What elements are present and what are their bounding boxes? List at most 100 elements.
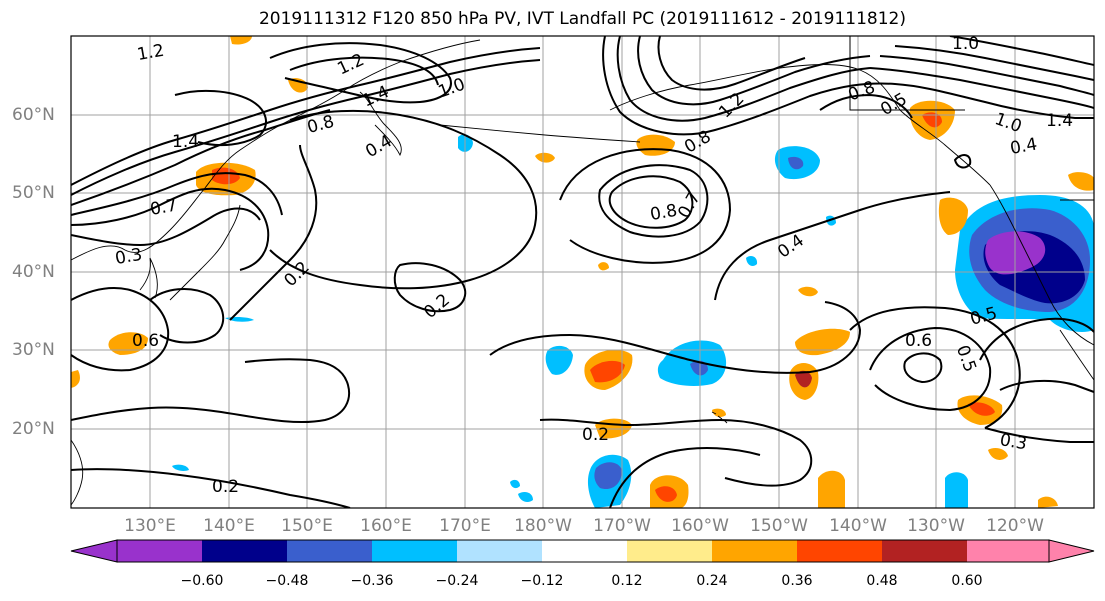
shaded-anomalies bbox=[71, 36, 1094, 508]
pv-contour bbox=[229, 144, 318, 321]
lon-label: 180°W bbox=[514, 516, 572, 536]
pv-contour bbox=[71, 109, 331, 206]
pv-contour bbox=[149, 288, 225, 344]
pv-contour bbox=[999, 379, 1094, 393]
map-plot-area: 1.2 1.2 1.4 1.0 0.8 0.4 1.4 0.7 0.3 0.6 … bbox=[71, 34, 1094, 508]
positive-anomaly-patch bbox=[988, 448, 1008, 460]
negative-anomaly-patch bbox=[510, 479, 520, 489]
lon-label: 170°E bbox=[439, 516, 491, 536]
contour-label: 0.2 bbox=[212, 477, 239, 497]
colorbar-bin bbox=[202, 540, 287, 562]
colorbar-bin bbox=[457, 540, 542, 562]
coastlines bbox=[71, 39, 1094, 506]
positive-anomaly-patch bbox=[1038, 496, 1058, 508]
contour-labels: 1.2 1.2 1.4 1.0 0.8 0.4 1.4 0.7 0.3 0.6 … bbox=[114, 34, 1073, 497]
pv-contour bbox=[489, 301, 862, 374]
lon-label: 120°W bbox=[986, 516, 1044, 536]
lon-label: 140°W bbox=[829, 516, 887, 536]
positive-anomaly-patch bbox=[71, 370, 80, 388]
pv-contour bbox=[71, 187, 270, 271]
contour-label: 0.3 bbox=[998, 430, 1028, 454]
colorbar-tick-label: 0.36 bbox=[781, 573, 813, 589]
positive-anomaly-patch bbox=[795, 328, 850, 356]
pv-contour bbox=[657, 36, 806, 91]
pv-contour bbox=[894, 45, 1094, 81]
negative-anomaly-patch bbox=[594, 462, 622, 490]
pv-contour bbox=[869, 326, 992, 412]
coastline-west-coast bbox=[989, 184, 1094, 346]
colorbar-bin bbox=[542, 540, 627, 562]
lat-label: 20°N bbox=[12, 419, 55, 439]
coastline-alaska bbox=[609, 64, 991, 186]
colorbar-tick-label: −0.48 bbox=[265, 573, 309, 589]
contour-label: 1.0 bbox=[952, 34, 979, 54]
coastline-aleutians bbox=[439, 124, 641, 143]
pv-contour bbox=[71, 47, 541, 186]
lon-label: 130°E bbox=[124, 516, 176, 536]
colorbar-bin bbox=[712, 540, 797, 562]
lon-label: 150°E bbox=[281, 516, 333, 536]
positive-anomaly-patch bbox=[798, 286, 818, 297]
pv-contour bbox=[984, 427, 1094, 443]
pv-contour bbox=[289, 56, 439, 86]
pv-contour bbox=[608, 175, 694, 229]
pv-contour bbox=[559, 148, 732, 264]
colorbar-tick-label: 0.12 bbox=[611, 573, 643, 589]
contour-label: 0.8 bbox=[649, 201, 679, 225]
pv-contour bbox=[71, 207, 261, 247]
positive-anomaly-patch bbox=[712, 408, 726, 418]
pv-contour bbox=[616, 36, 871, 122]
pv-contour bbox=[849, 306, 1021, 429]
pv-contour bbox=[174, 89, 267, 147]
pv-contour bbox=[71, 358, 350, 424]
map-title: 2019111312 F120 850 hPa PV, IVT Landfall… bbox=[258, 9, 906, 29]
positive-anomaly-patch bbox=[598, 262, 609, 271]
pv-contour bbox=[269, 109, 538, 290]
lat-label: 40°N bbox=[12, 262, 55, 282]
negative-anomaly-patch bbox=[690, 360, 708, 376]
coastline-kamchatka bbox=[359, 91, 402, 157]
contour-label: 0.2 bbox=[582, 425, 609, 445]
negative-anomaly-patch bbox=[518, 492, 533, 502]
pv-contour bbox=[71, 468, 351, 508]
pv-contour bbox=[879, 55, 1094, 96]
colorbar-bin bbox=[882, 540, 967, 562]
colorbar-extend-max bbox=[1048, 539, 1095, 563]
pv-contour bbox=[714, 191, 951, 301]
colorbar-frame bbox=[116, 539, 1050, 563]
pv-contour bbox=[71, 59, 541, 196]
colorbar-tick-label: 0.48 bbox=[866, 573, 898, 589]
coastline-baja bbox=[1059, 329, 1094, 381]
lat-label: 50°N bbox=[12, 183, 55, 203]
positive-anomaly-patch bbox=[938, 197, 968, 235]
coastline-japan bbox=[169, 204, 241, 301]
negative-anomaly-patch bbox=[945, 472, 968, 508]
colorbar-tick-label: 0.60 bbox=[951, 573, 983, 589]
contour-label: 0.6 bbox=[905, 331, 932, 351]
pv-contour bbox=[609, 447, 761, 508]
pc-domain-box bbox=[849, 36, 1094, 201]
positive-anomaly-patch bbox=[818, 470, 845, 508]
positive-anomaly-patch bbox=[108, 332, 148, 355]
positive-anomaly-patch bbox=[212, 167, 240, 185]
positive-anomaly-patch bbox=[922, 112, 942, 128]
pv-contour bbox=[71, 172, 283, 216]
coastline-korea bbox=[139, 257, 158, 299]
pv-contour bbox=[602, 36, 1094, 136]
colorbar-tick-label: 0.24 bbox=[696, 573, 728, 589]
contour-label: 0.6 bbox=[132, 331, 159, 351]
colorbar-tick-label: −0.60 bbox=[180, 573, 224, 589]
positive-anomaly-patch bbox=[230, 36, 252, 45]
positive-anomaly-patch bbox=[535, 152, 555, 163]
colorbar-tick-label: −0.36 bbox=[350, 573, 394, 589]
pv-contour bbox=[953, 154, 972, 169]
colorbar-bin bbox=[967, 540, 1049, 562]
negative-anomaly-patch bbox=[172, 464, 189, 471]
pv-contour bbox=[539, 418, 813, 487]
pv-contour bbox=[869, 67, 1094, 109]
lat-label: 60°N bbox=[12, 105, 55, 125]
lon-label: 160°E bbox=[360, 516, 412, 536]
colorbar-extend-min bbox=[70, 539, 118, 563]
pv-contour bbox=[269, 42, 452, 104]
